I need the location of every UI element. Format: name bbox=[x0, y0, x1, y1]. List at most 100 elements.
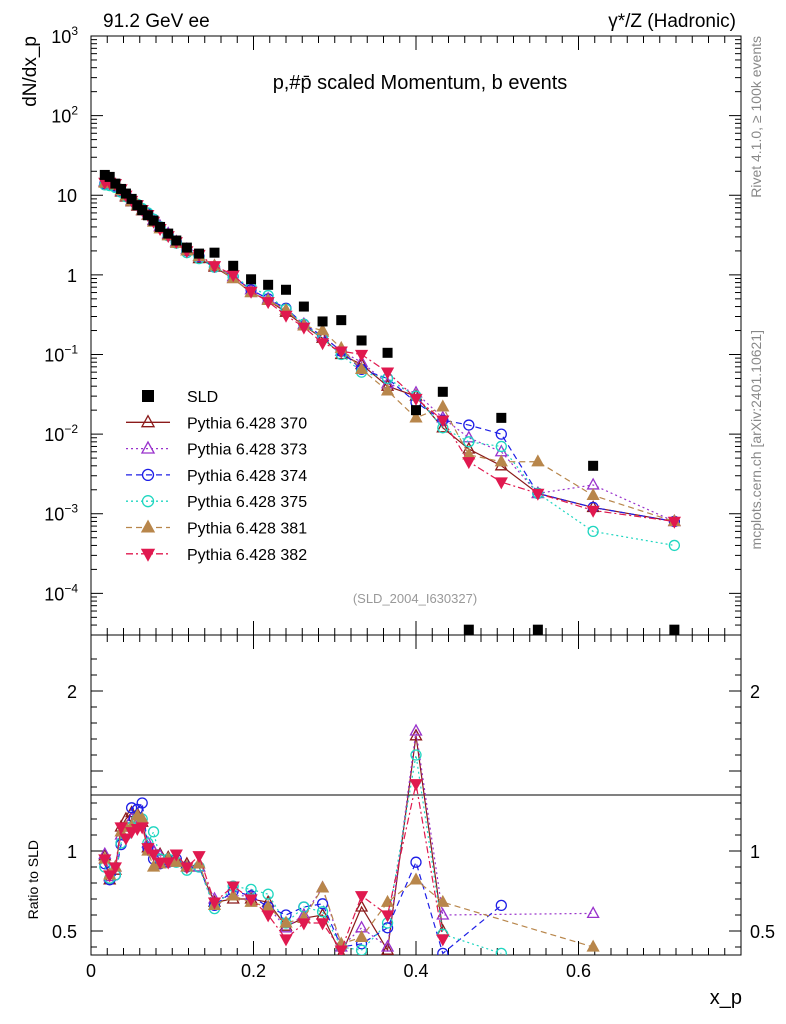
ratio-point bbox=[103, 870, 117, 883]
ratio-tick-label: 1 bbox=[67, 842, 77, 862]
series-point bbox=[409, 410, 423, 423]
sld-point bbox=[356, 335, 367, 346]
legend-entry: Pythia 6.428 382 bbox=[126, 547, 307, 564]
series-point bbox=[495, 428, 507, 440]
x-tick-label: 0 bbox=[86, 961, 96, 981]
rivet-label: Rivet 4.1.0, ≥ 100k events bbox=[748, 36, 764, 198]
ratio-point bbox=[316, 906, 329, 918]
legend-label: Pythia 6.428 381 bbox=[187, 521, 307, 538]
ratio-point bbox=[337, 947, 346, 955]
ratio-point bbox=[125, 802, 138, 814]
ratio-point bbox=[226, 881, 240, 894]
ratio-point bbox=[380, 942, 395, 955]
series-point bbox=[334, 346, 348, 359]
ratio-point bbox=[495, 947, 507, 955]
ratio-point bbox=[316, 898, 329, 910]
series-point bbox=[436, 399, 450, 412]
legend-entry: Pythia 6.428 373 bbox=[126, 440, 307, 459]
series-point bbox=[279, 310, 293, 323]
axis-ticks bbox=[90, 35, 742, 955]
sld-point bbox=[171, 235, 182, 246]
ratio-point bbox=[410, 749, 422, 761]
ratio-point bbox=[262, 888, 274, 900]
sld-point bbox=[463, 624, 474, 635]
series-point bbox=[226, 270, 240, 283]
x-tick-label: 0.4 bbox=[403, 961, 428, 981]
ratio-point bbox=[409, 779, 423, 792]
ratio-point bbox=[147, 826, 160, 838]
y-tick-label: 10−4 bbox=[44, 581, 78, 604]
header-right: γ*/Z (Hadronic) bbox=[608, 11, 736, 32]
sld-point bbox=[163, 228, 174, 239]
series-point bbox=[315, 338, 330, 351]
legend-marker bbox=[140, 519, 156, 533]
ratio-tick-label-right: 2 bbox=[750, 682, 760, 702]
legend-entry: Pythia 6.428 370 bbox=[126, 414, 307, 432]
ratio-point bbox=[410, 856, 422, 868]
header-left: 91.2 GeV ee bbox=[103, 11, 210, 32]
y-tick-label: 10−2 bbox=[44, 422, 78, 445]
ratio-point bbox=[409, 723, 423, 736]
ratio-point bbox=[141, 843, 155, 856]
ratio-point bbox=[169, 849, 183, 862]
ratio-tick-label-right: 0.5 bbox=[750, 922, 775, 942]
analysis-label: (SLD_2004_I630327) bbox=[353, 591, 477, 606]
legend-marker bbox=[140, 414, 156, 428]
series-point bbox=[462, 430, 476, 443]
series-line bbox=[104, 184, 675, 547]
legend-label: Pythia 6.428 375 bbox=[187, 494, 307, 511]
sld-point bbox=[281, 284, 291, 295]
series-point bbox=[315, 323, 330, 336]
x-tick-label: 0.2 bbox=[241, 961, 266, 981]
sld-point bbox=[110, 178, 121, 189]
y-tick-label: 102 bbox=[51, 104, 78, 127]
ratio-point bbox=[436, 934, 450, 947]
ratio-point bbox=[108, 862, 122, 875]
ratio-point bbox=[297, 918, 311, 931]
series-point bbox=[436, 420, 450, 433]
legend-entry: Pythia 6.428 374 bbox=[126, 468, 307, 485]
x-tick-label: 0.6 bbox=[566, 961, 591, 981]
sld-point bbox=[382, 347, 393, 358]
ratio-point bbox=[153, 857, 167, 870]
ratio-line bbox=[104, 801, 502, 955]
sld-point bbox=[209, 247, 220, 258]
ratio-point bbox=[315, 918, 330, 931]
series-point bbox=[463, 436, 475, 448]
sld-point bbox=[126, 193, 137, 204]
plot-title: p,#p̄ scaled Momentum, b events bbox=[273, 72, 568, 94]
ratio-point bbox=[380, 939, 395, 952]
series-point bbox=[380, 367, 395, 380]
sld-point bbox=[142, 210, 153, 221]
ratio-point bbox=[586, 939, 600, 952]
series-point bbox=[207, 261, 222, 274]
sld-point bbox=[669, 624, 680, 635]
series-point bbox=[494, 454, 508, 467]
series-point bbox=[495, 440, 507, 453]
legend: SLD Pythia 6.428 370 Pythia 6.428 373 Pythi… bbox=[126, 389, 307, 564]
series-point bbox=[494, 477, 508, 490]
sld-point bbox=[532, 624, 543, 635]
ratio-series bbox=[98, 723, 600, 955]
series-point bbox=[354, 362, 369, 375]
ratio-tick-label-right: 1 bbox=[750, 842, 760, 862]
x-axis-label: x_p bbox=[710, 987, 742, 1009]
legend-entry: Pythia 6.428 381 bbox=[126, 519, 307, 538]
ratio-point bbox=[180, 862, 194, 875]
series-point bbox=[297, 322, 311, 335]
ratio-point bbox=[244, 894, 258, 907]
series-point bbox=[667, 516, 681, 529]
ratio-frame bbox=[90, 634, 742, 956]
legend-label: Pythia 6.428 370 bbox=[187, 415, 307, 432]
main-series bbox=[98, 169, 681, 635]
ratio-point bbox=[355, 944, 368, 955]
sld-point bbox=[298, 301, 309, 312]
series-point bbox=[586, 488, 600, 501]
legend-label: Pythia 6.428 373 bbox=[187, 442, 307, 459]
series-point bbox=[354, 349, 369, 362]
sld-point bbox=[588, 460, 599, 471]
ratio-point bbox=[315, 880, 330, 893]
series-point bbox=[380, 383, 395, 396]
series-point bbox=[261, 297, 275, 310]
